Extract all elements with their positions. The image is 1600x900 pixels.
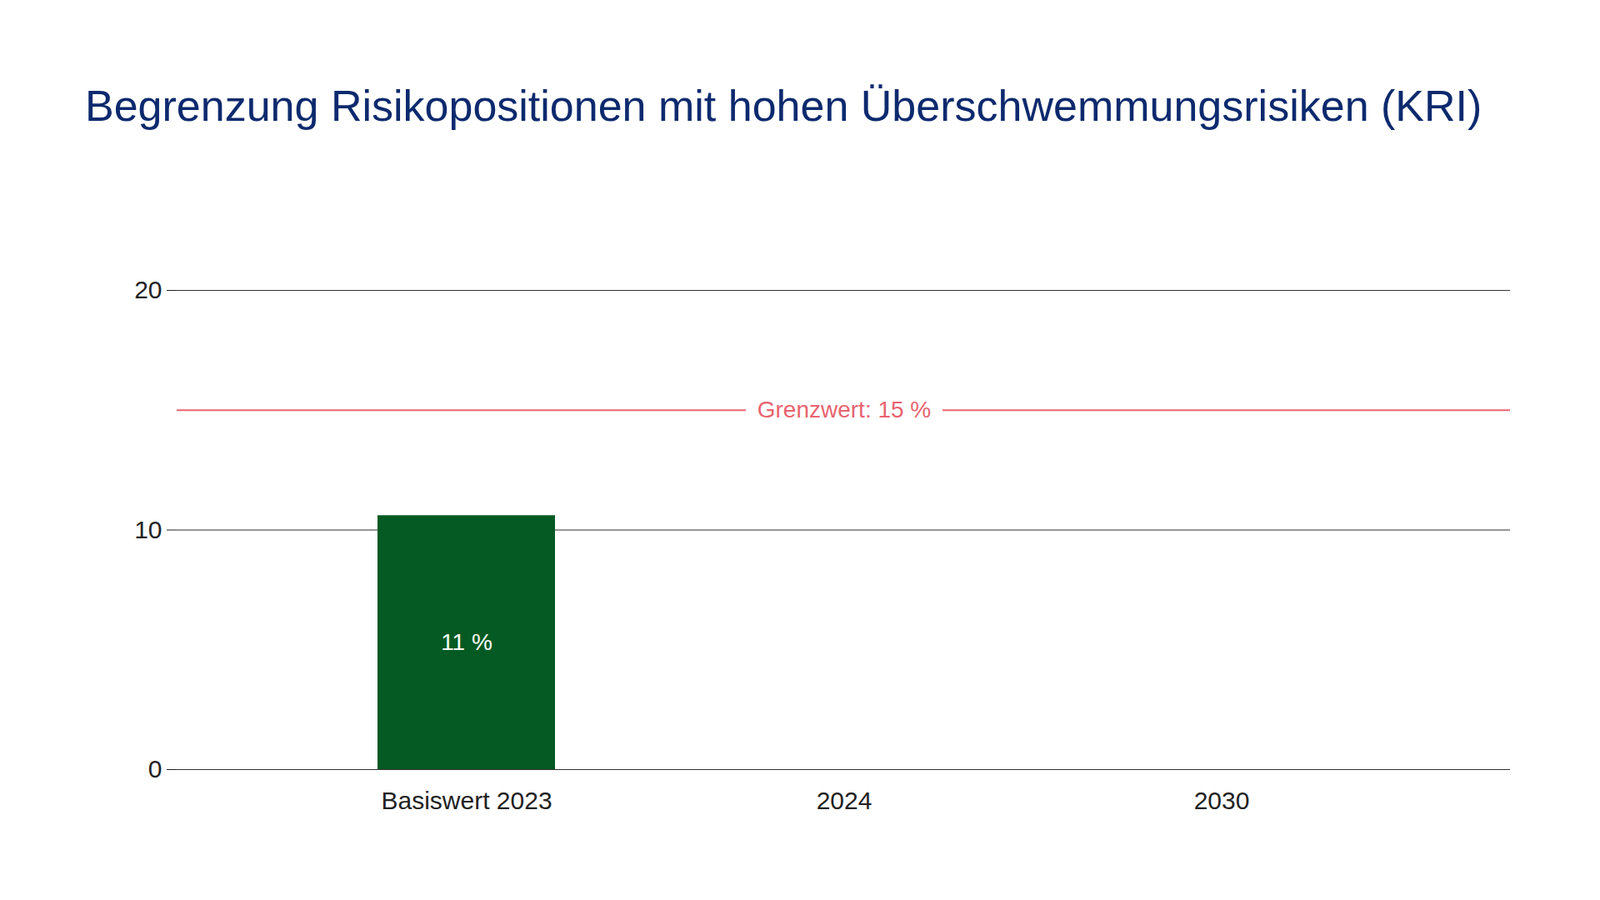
svg-text:0: 0 xyxy=(148,755,163,783)
svg-text:2030: 2030 xyxy=(1194,786,1250,815)
svg-text:11 %: 11 % xyxy=(440,629,493,655)
svg-text:Grenzwert: 15 %: Grenzwert: 15 % xyxy=(757,396,932,423)
svg-text:Basiswert 2023: Basiswert 2023 xyxy=(380,786,552,815)
svg-text:10: 10 xyxy=(134,515,162,544)
svg-text:20: 20 xyxy=(134,275,162,304)
html-text:Begrenzung Risikopositionen mi: Begrenzung Risikopositionen mit hohen Üb… xyxy=(85,81,1482,130)
svg-text:2024: 2024 xyxy=(816,786,873,815)
